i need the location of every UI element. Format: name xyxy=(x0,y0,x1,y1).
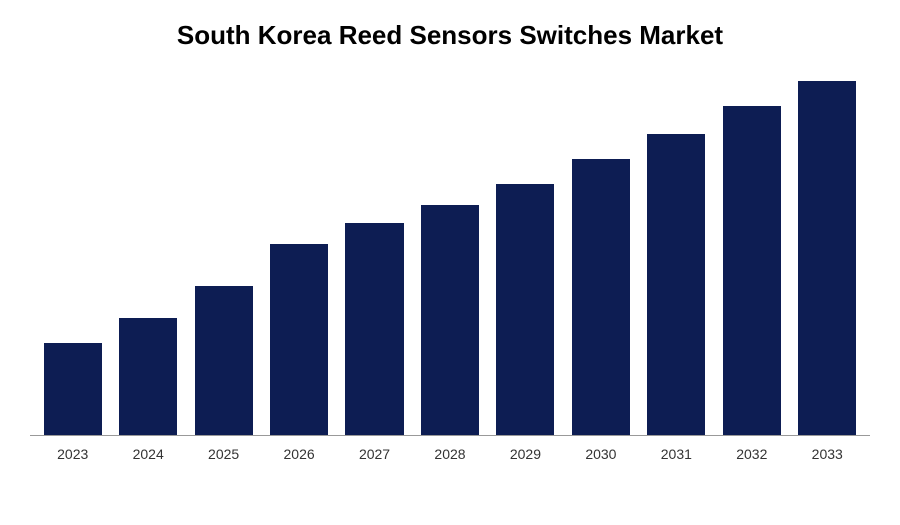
x-label-2025: 2025 xyxy=(195,446,253,462)
x-label-2028: 2028 xyxy=(421,446,479,462)
bar-2026 xyxy=(270,244,328,435)
bar-2027 xyxy=(345,223,403,435)
x-label-2029: 2029 xyxy=(496,446,554,462)
x-label-2026: 2026 xyxy=(270,446,328,462)
chart-title: South Korea Reed Sensors Switches Market xyxy=(30,20,870,51)
x-label-2032: 2032 xyxy=(723,446,781,462)
x-label-2033: 2033 xyxy=(798,446,856,462)
x-label-2030: 2030 xyxy=(572,446,630,462)
bar-2033 xyxy=(798,81,856,435)
x-label-2031: 2031 xyxy=(647,446,705,462)
plot-area xyxy=(30,81,870,436)
chart-container: 2023 2024 2025 2026 2027 2028 2029 2030 … xyxy=(30,81,870,471)
x-label-2023: 2023 xyxy=(44,446,102,462)
bar-2030 xyxy=(572,159,630,435)
bar-2031 xyxy=(647,134,705,435)
bar-2032 xyxy=(723,106,781,435)
bar-2025 xyxy=(195,286,253,435)
x-label-2024: 2024 xyxy=(119,446,177,462)
bar-2024 xyxy=(119,318,177,435)
bar-2028 xyxy=(421,205,479,435)
x-label-2027: 2027 xyxy=(345,446,403,462)
bar-2029 xyxy=(496,184,554,435)
bar-2023 xyxy=(44,343,102,435)
x-axis: 2023 2024 2025 2026 2027 2028 2029 2030 … xyxy=(30,446,870,462)
